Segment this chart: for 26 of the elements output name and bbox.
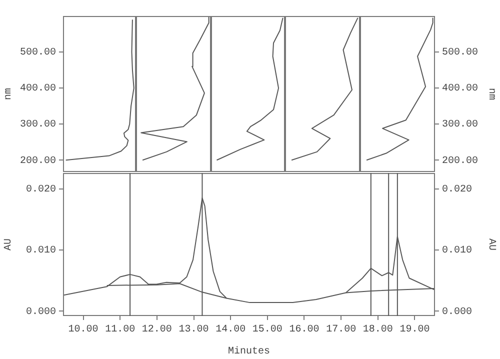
y-tick-label: 300.00 (20, 120, 56, 131)
y-tick-label: 0.010 (26, 246, 56, 257)
y-tick-label: 400.00 (20, 84, 56, 95)
x-tick-label: 18.00 (362, 324, 393, 336)
y-tick-label: 500.00 (442, 48, 478, 59)
y2-axis-title: AU (485, 238, 496, 251)
x-tick-label: 10.00 (68, 324, 98, 336)
x-tick-label: 16.00 (289, 324, 320, 336)
y-tick-label: 0.020 (26, 184, 56, 196)
x-tick-label: 15.00 (252, 324, 282, 336)
x-tick-label: 19.00 (400, 324, 430, 336)
y-axis-title: AU (4, 238, 15, 251)
x-tick-label: 12.00 (142, 324, 172, 336)
y-axis-title: nm (485, 88, 496, 100)
y-tick-label: 0.000 (26, 306, 56, 318)
x-axis-title: Minutes (228, 346, 270, 358)
y-tick-label: 200.00 (442, 156, 478, 167)
x-tick-label: 13.00 (178, 324, 209, 336)
y-tick-label: 400.00 (442, 84, 478, 95)
x-tick-label: 14.00 (216, 324, 246, 336)
y-tick-label: 500.00 (20, 48, 56, 59)
y-axis-title: nm (4, 88, 15, 100)
x-tick-label: 11.00 (105, 324, 136, 336)
x-tick-label: 17.00 (326, 324, 356, 336)
y-tick-label: 200.00 (20, 156, 56, 167)
y-tick-label: 300.00 (442, 120, 478, 131)
